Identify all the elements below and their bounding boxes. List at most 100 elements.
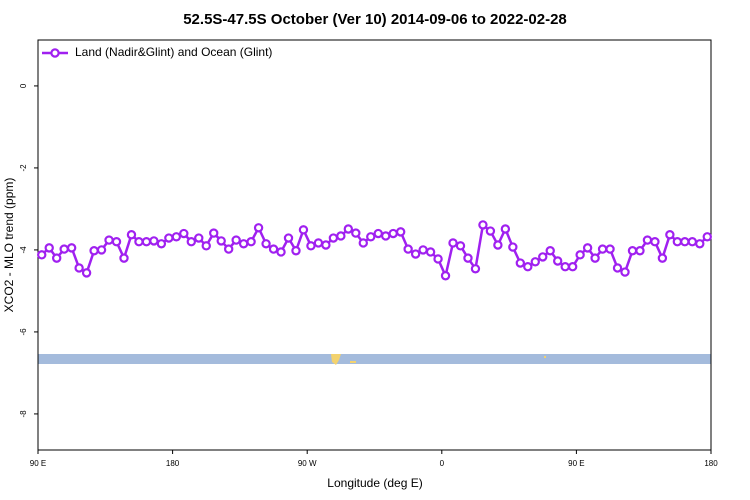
data-point bbox=[575, 250, 585, 260]
data-point bbox=[246, 237, 256, 247]
data-point bbox=[373, 228, 383, 239]
data-point bbox=[538, 252, 548, 262]
data-point bbox=[366, 232, 376, 242]
data-point bbox=[298, 225, 309, 235]
x-tick-label: 180 bbox=[166, 459, 180, 468]
data-point bbox=[582, 243, 593, 253]
x-axis-label: Longitude (deg E) bbox=[327, 476, 422, 490]
data-point bbox=[358, 238, 368, 248]
data-point bbox=[89, 246, 99, 256]
data-point bbox=[485, 226, 496, 236]
data-point bbox=[328, 233, 339, 243]
data-point bbox=[388, 228, 398, 239]
data-point bbox=[313, 238, 324, 248]
data-point bbox=[463, 253, 473, 263]
data-point bbox=[171, 232, 182, 242]
x-tick-label: 180 bbox=[704, 459, 718, 468]
data-point bbox=[470, 264, 481, 274]
data-point bbox=[276, 247, 286, 257]
x-tick-label: 90 W bbox=[298, 459, 317, 468]
data-point bbox=[381, 231, 391, 241]
x-tick-label: 90 E bbox=[30, 459, 46, 468]
y-tick-label: -6 bbox=[19, 328, 28, 336]
data-point bbox=[597, 244, 608, 254]
data-point bbox=[186, 237, 196, 247]
x-tick-label: 0 bbox=[440, 459, 445, 468]
data-point bbox=[635, 246, 645, 256]
data-point bbox=[179, 228, 189, 239]
data-point bbox=[51, 253, 62, 263]
data-point bbox=[66, 243, 77, 253]
data-point bbox=[440, 271, 451, 281]
data-point bbox=[74, 263, 84, 273]
chart-title: 52.5S-47.5S October (Ver 10) 2014-09-06 … bbox=[183, 11, 567, 28]
data-point bbox=[111, 237, 122, 247]
data-point bbox=[567, 262, 578, 272]
data-point bbox=[59, 244, 69, 254]
data-point bbox=[156, 239, 167, 249]
data-point bbox=[343, 224, 354, 234]
data-point bbox=[605, 244, 615, 254]
data-point bbox=[291, 246, 301, 256]
data-point bbox=[523, 262, 533, 272]
data-point bbox=[642, 235, 653, 245]
data-point bbox=[553, 256, 563, 266]
data-point bbox=[261, 239, 271, 249]
data-point bbox=[104, 235, 114, 245]
data-point bbox=[119, 253, 129, 263]
data-point bbox=[508, 242, 518, 252]
data-point bbox=[695, 239, 705, 249]
data-point bbox=[216, 236, 226, 246]
data-point bbox=[336, 231, 346, 241]
data-point bbox=[283, 233, 294, 243]
data-point bbox=[209, 228, 219, 238]
data-point bbox=[560, 262, 570, 272]
data-point bbox=[680, 237, 690, 247]
data-point bbox=[650, 237, 660, 247]
y-tick-label: -2 bbox=[19, 164, 28, 172]
data-point bbox=[702, 232, 712, 242]
data-point bbox=[433, 254, 443, 264]
data-point bbox=[672, 237, 683, 247]
data-point bbox=[231, 235, 241, 245]
data-point bbox=[134, 237, 144, 247]
data-point bbox=[223, 244, 234, 254]
data-point bbox=[126, 230, 137, 240]
data-point bbox=[351, 228, 361, 238]
x-tick-label: 90 E bbox=[568, 459, 584, 468]
data-point bbox=[418, 245, 428, 255]
data-point bbox=[238, 239, 249, 249]
data-point bbox=[612, 263, 623, 273]
data-point bbox=[321, 240, 331, 250]
map-land bbox=[544, 356, 546, 358]
plot-frame bbox=[37, 39, 712, 451]
data-point bbox=[665, 230, 675, 240]
y-tick-label: -4 bbox=[19, 246, 28, 254]
data-point bbox=[530, 257, 540, 267]
data-point bbox=[455, 241, 466, 251]
data-point bbox=[515, 258, 526, 268]
y-tick-label: -8 bbox=[19, 410, 28, 418]
data-point bbox=[194, 233, 204, 243]
data-point bbox=[403, 244, 413, 254]
data-point bbox=[201, 241, 211, 251]
data-point bbox=[410, 249, 421, 259]
data-point bbox=[44, 243, 54, 253]
y-tick-label: 0 bbox=[19, 83, 28, 88]
data-point bbox=[478, 220, 488, 230]
legend-marker bbox=[50, 48, 60, 58]
data-point bbox=[500, 224, 511, 234]
data-point bbox=[253, 223, 264, 233]
data-point bbox=[395, 227, 406, 237]
data-point bbox=[425, 247, 436, 257]
data-point bbox=[590, 253, 600, 263]
data-point bbox=[448, 238, 458, 248]
data-point bbox=[37, 250, 47, 260]
y-axis-label: XCO2 - MLO trend (ppm) bbox=[2, 178, 16, 313]
map-strip bbox=[38, 354, 711, 364]
data-point bbox=[545, 246, 555, 256]
data-point bbox=[306, 241, 316, 251]
data-point bbox=[268, 244, 279, 254]
data-point bbox=[164, 233, 174, 243]
